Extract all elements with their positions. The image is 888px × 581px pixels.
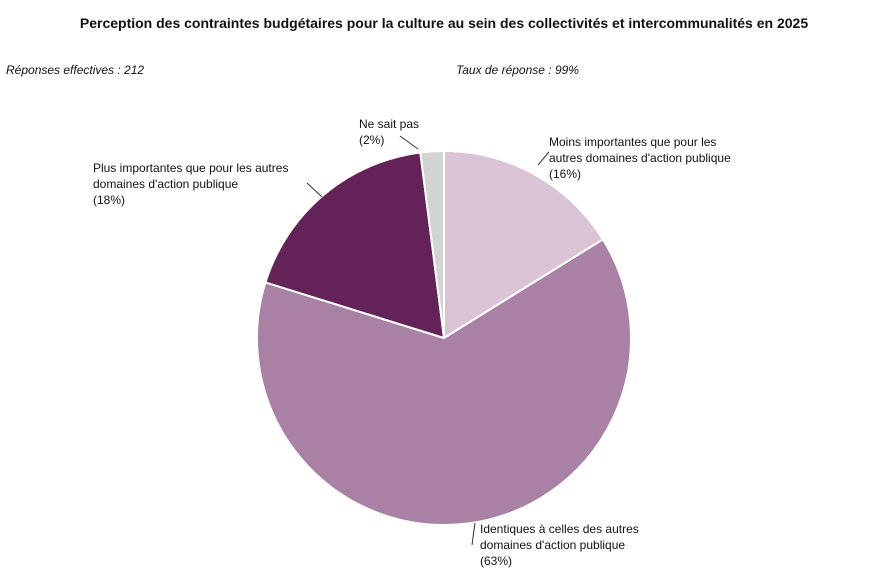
slice-label-plus: Plus importantes que pour les autres doma…: [93, 161, 288, 207]
pie-slice-nsp: [419, 149, 445, 339]
leader-line-plus: [306, 182, 323, 198]
leader-line-nsp: [399, 135, 419, 150]
pie-slice-plus: [264, 151, 445, 339]
slice-label-nsp: Ne sait pas (2%): [359, 117, 419, 147]
slice-label-moins: Moins importantes que pour les autres dom…: [549, 135, 731, 181]
responses-count: Réponses effectives : 212: [6, 63, 145, 77]
pie-slice-identiques: [255, 238, 632, 526]
slice-label-identiques: Identiques à celles des autres domaines d…: [480, 522, 639, 568]
leader-line-moins: [537, 151, 550, 166]
chart-title: Perception des contraintes budgétaires p…: [79, 15, 809, 31]
response-rate: Taux de réponse : 99%: [456, 63, 579, 77]
leader-line-identiques: [471, 522, 476, 546]
pie-slice-moins: [443, 150, 604, 339]
